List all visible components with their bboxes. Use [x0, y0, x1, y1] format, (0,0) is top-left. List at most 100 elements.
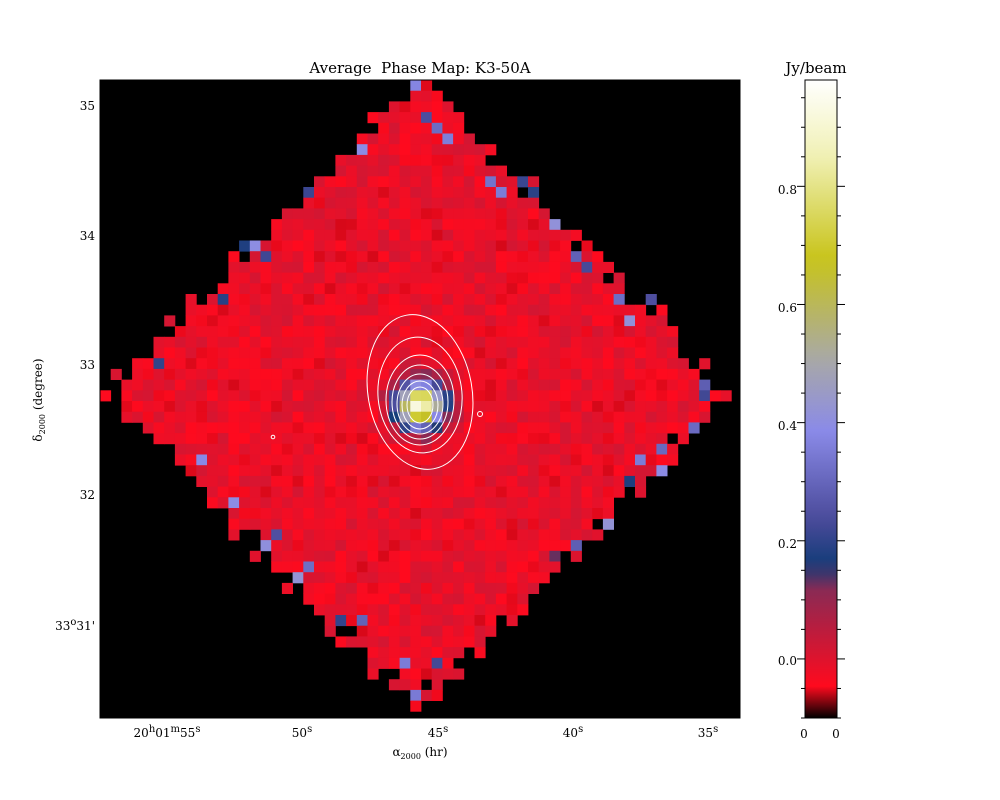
map-pixel [495, 176, 507, 188]
map-pixel [378, 390, 390, 402]
map-pixel [164, 422, 176, 434]
map-pixel [485, 368, 497, 380]
map-pixel [367, 540, 379, 552]
map-pixel [324, 593, 336, 605]
map-pixel [485, 422, 497, 434]
map-pixel [249, 261, 261, 273]
map-pixel [367, 401, 379, 413]
map-pixel [442, 647, 454, 659]
map-pixel [485, 411, 497, 423]
map-pixel [709, 390, 721, 402]
map-pixel [239, 486, 251, 498]
map-pixel [314, 251, 326, 263]
map-pixel [314, 411, 326, 423]
map-pixel [421, 475, 433, 487]
map-pixel [570, 326, 582, 338]
map-pixel [474, 208, 486, 220]
map-pixel [581, 358, 593, 370]
map-pixel [142, 401, 154, 413]
map-pixel [442, 122, 454, 134]
map-pixel [528, 540, 540, 552]
map-pixel [570, 261, 582, 273]
map-pixel [217, 486, 229, 498]
map-pixel [677, 379, 689, 391]
map-pixel [421, 379, 433, 391]
map-pixel [303, 540, 315, 552]
map-pixel [217, 411, 229, 423]
map-pixel [495, 401, 507, 413]
map-pixel [367, 465, 379, 477]
map-pixel [196, 465, 208, 477]
map-pixel [656, 401, 668, 413]
map-pixel [560, 272, 572, 284]
map-pixel [388, 486, 400, 498]
map-pixel [303, 508, 315, 520]
map-pixel [185, 294, 197, 306]
map-pixel [292, 304, 304, 316]
map-pixel [560, 422, 572, 434]
map-pixel [528, 422, 540, 434]
map-pixel [463, 261, 475, 273]
map-pixel [624, 411, 636, 423]
map-pixel [635, 390, 647, 402]
map-pixel [431, 261, 443, 273]
map-pixel [442, 112, 454, 124]
map-pixel [217, 422, 229, 434]
map-pixel [442, 572, 454, 584]
map-pixel [367, 112, 379, 124]
map-pixel [367, 304, 379, 316]
map-pixel [292, 475, 304, 487]
map-pixel [388, 368, 400, 380]
map-pixel [421, 187, 433, 199]
map-pixel [228, 475, 240, 487]
map-pixel [367, 497, 379, 509]
map-pixel [367, 368, 379, 380]
map-pixel [431, 336, 443, 348]
map-pixel [378, 561, 390, 573]
map-pixel [453, 615, 465, 627]
map-pixel [431, 411, 443, 423]
map-pixel [367, 390, 379, 402]
map-pixel [356, 358, 368, 370]
map-pixel [410, 379, 422, 391]
map-pixel [442, 219, 454, 231]
map-pixel [314, 604, 326, 616]
map-pixel [624, 336, 636, 348]
map-pixel [431, 358, 443, 370]
map-pixel [260, 518, 272, 530]
map-pixel [506, 197, 518, 209]
map-pixel [528, 518, 540, 530]
map-pixel [517, 261, 529, 273]
map-pixel [581, 465, 593, 477]
map-pixel [356, 486, 368, 498]
map-pixel [314, 572, 326, 584]
map-pixel [271, 347, 283, 359]
map-pixel [260, 304, 272, 316]
map-pixel [656, 422, 668, 434]
map-pixel [560, 433, 572, 445]
map-pixel [517, 240, 529, 252]
map-pixel [667, 336, 679, 348]
map-pixel [463, 133, 475, 145]
map-pixel [431, 454, 443, 466]
map-pixel [399, 572, 411, 584]
map-pixel [549, 465, 561, 477]
map-pixel [303, 272, 315, 284]
map-pixel [399, 368, 411, 380]
map-pixel [495, 358, 507, 370]
map-pixel [303, 465, 315, 477]
map-pixel [314, 582, 326, 594]
map-pixel [335, 593, 347, 605]
map-pixel [453, 582, 465, 594]
map-pixel [378, 572, 390, 584]
map-pixel [388, 497, 400, 509]
map-pixel [324, 475, 336, 487]
map-pixel [410, 636, 422, 648]
map-pixel [421, 401, 433, 413]
map-pixel [399, 422, 411, 434]
map-pixel [538, 368, 550, 380]
map-pixel [517, 465, 529, 477]
map-pixel [528, 208, 540, 220]
map-pixel [271, 411, 283, 423]
map-pixel [474, 572, 486, 584]
